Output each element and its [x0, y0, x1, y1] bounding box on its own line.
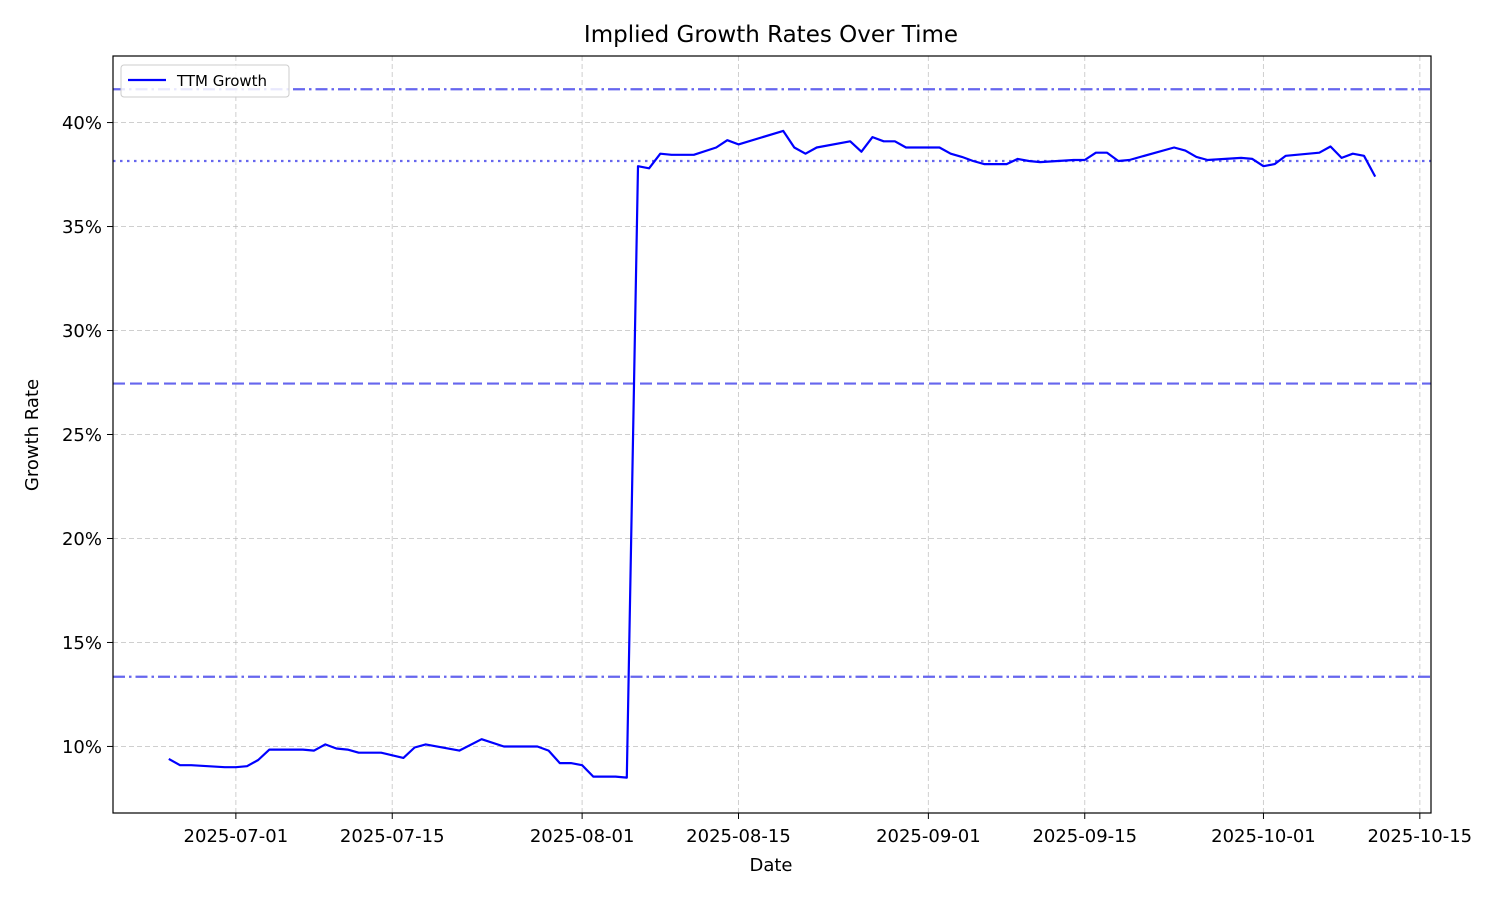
- x-tick-label: 2025-07-15: [340, 826, 445, 847]
- x-tick-label: 2025-08-15: [686, 826, 791, 847]
- x-tick-label: 2025-10-01: [1211, 826, 1316, 847]
- chart-title: Implied Growth Rates Over Time: [584, 22, 958, 48]
- y-axis-title: Growth Rate: [22, 379, 43, 491]
- y-axis-ticks: 10% 15% 20% 25% 30% 35% 40%: [62, 113, 113, 758]
- legend-box: [120, 64, 290, 98]
- legend: TTM Growth: [120, 64, 290, 98]
- y-tick-label: 35%: [62, 217, 102, 238]
- x-tick-label: 2025-07-01: [184, 826, 289, 847]
- grid-lines: [113, 56, 1431, 813]
- reference-lines: [113, 88, 1431, 678]
- x-tick-label: 2025-10-15: [1368, 826, 1473, 847]
- x-tick-label: 2025-09-01: [876, 826, 981, 847]
- legend-label-ttm-growth: TTM Growth: [176, 72, 267, 90]
- y-tick-label: 25%: [62, 425, 102, 446]
- y-tick-label: 40%: [62, 113, 102, 134]
- series-line-ttm-growth: [168, 129, 1377, 779]
- y-tick-label: 15%: [62, 633, 102, 654]
- series-lines: [168, 129, 1377, 779]
- y-tick-label: 10%: [62, 737, 102, 758]
- x-axis-title: Date: [749, 855, 792, 876]
- x-axis-ticks: 2025-07-01 2025-07-15 2025-08-01 2025-08-15…: [184, 813, 1473, 847]
- x-tick-label: 2025-08-01: [530, 826, 635, 847]
- x-tick-label: 2025-09-15: [1032, 826, 1137, 847]
- plot-area: 2025-07-01 2025-07-15 2025-08-01 2025-08-15…: [62, 55, 1473, 847]
- y-tick-label: 20%: [62, 529, 102, 550]
- y-tick-label: 30%: [62, 321, 102, 342]
